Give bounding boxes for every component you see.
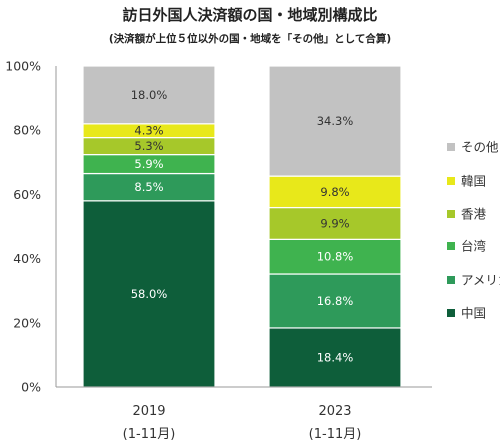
data-label: 18.0% <box>131 88 168 102</box>
y-tick-label: 20% <box>13 315 41 330</box>
data-label: 9.8% <box>320 185 349 199</box>
chart-subtitle: (決済額が上位５位以外の国・地域を「その他」として合算) <box>109 32 391 45</box>
legend-label: 香港 <box>461 207 487 222</box>
data-label: 18.4% <box>317 350 354 364</box>
legend-label: その他 <box>461 140 499 155</box>
data-label: 9.9% <box>320 216 349 230</box>
legend-label: 中国 <box>461 306 486 321</box>
bar-segment <box>268 175 402 209</box>
legend-swatch <box>447 276 455 284</box>
legend-swatch <box>447 242 455 250</box>
data-label: 34.3% <box>317 114 354 128</box>
bar-segment <box>82 172 216 202</box>
y-axis: 0% 20% 40% 60% 80% 100% <box>5 59 57 395</box>
x-axis: 2019 (1-11月) 2023 (1-11月) <box>56 386 432 442</box>
data-label: 10.8% <box>317 250 354 264</box>
x-tick-sublabel: (1-11月) <box>123 427 176 442</box>
bar-segment <box>268 206 402 240</box>
bars: 58.0% 8.5% 5.9% 5.3%4.3% 18.0% 18.4% 16.8% 10.8… <box>82 65 402 388</box>
bar-segment <box>82 65 216 125</box>
y-tick-label: 0% <box>21 380 41 395</box>
chart-title: 訪日外国人決済額の国・地域別構成比 <box>122 6 377 24</box>
data-label: 5.3% <box>134 139 163 153</box>
bar-segment <box>268 65 402 177</box>
y-tick-label: 80% <box>13 123 41 138</box>
data-label: 8.5% <box>134 180 163 194</box>
x-tick-label: 2023 <box>318 404 351 419</box>
y-tick-label: 40% <box>13 251 41 266</box>
data-label: 58.0% <box>131 287 168 301</box>
x-tick-sublabel: (1-11月) <box>309 427 362 442</box>
legend-label: 台湾 <box>461 239 486 254</box>
bar-segment <box>268 238 402 275</box>
legend-label: 韓国 <box>461 174 486 189</box>
legend-swatch <box>447 210 455 218</box>
bar-segment <box>268 273 402 329</box>
x-tick-label: 2019 <box>132 404 165 419</box>
bar-segment <box>268 327 402 388</box>
y-tick-label: 60% <box>13 187 41 202</box>
data-label: 16.8% <box>317 294 354 308</box>
legend-swatch <box>447 309 455 317</box>
data-label: 5.9% <box>134 157 163 171</box>
legend-swatch <box>447 177 455 185</box>
legend-label: アメリカ <box>461 273 500 288</box>
data-label: 4.3% <box>134 124 163 138</box>
y-tick-label: 100% <box>5 59 41 74</box>
legend-swatch <box>447 143 455 151</box>
legend: その他韓国香港台湾アメリカ中国 <box>447 140 500 321</box>
